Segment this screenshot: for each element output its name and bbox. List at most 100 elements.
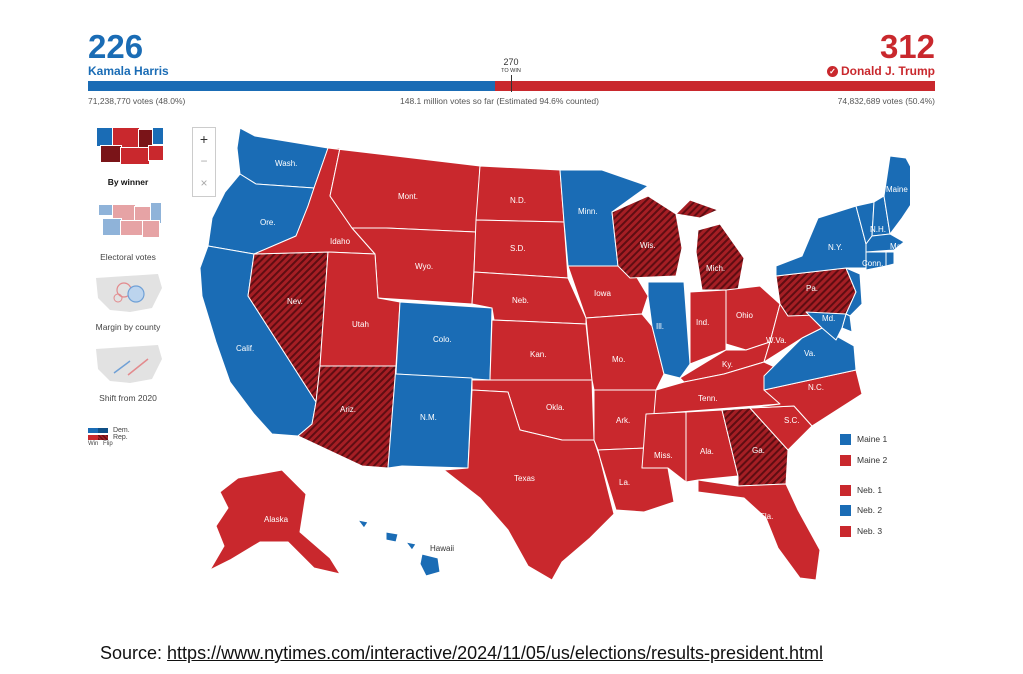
label-md: Md. xyxy=(822,314,835,323)
label-ma: Mass. xyxy=(890,242,910,251)
trump-popular-votes: 74,832,689 votes (50.4%) xyxy=(837,96,935,106)
label-ct: Conn. xyxy=(862,259,883,268)
label-al: Ala. xyxy=(700,447,714,456)
state-mi[interactable] xyxy=(675,199,745,291)
view-margin-by-county[interactable]: Margin by county xyxy=(84,268,172,332)
zoom-controls: + − × xyxy=(192,127,216,197)
by-winner-thumbnail-icon xyxy=(90,123,166,175)
label-mt: Mont. xyxy=(398,192,418,201)
state-al[interactable] xyxy=(685,409,739,483)
label-nj: N.J. xyxy=(862,296,876,305)
state-fl[interactable] xyxy=(697,479,821,581)
state-tx[interactable] xyxy=(443,389,615,581)
label-wi: Wis. xyxy=(640,241,656,250)
view-electoral-votes[interactable]: Electoral votes xyxy=(84,198,172,262)
threshold-number: 270 xyxy=(503,57,519,67)
label-nc: N.C. xyxy=(808,383,824,392)
label-ar: Ark. xyxy=(616,416,630,425)
district-swatch xyxy=(840,455,851,467)
harris-name: Kamala Harris xyxy=(88,64,169,78)
shift-from-2020-thumbnail-icon xyxy=(90,339,166,391)
state-wi[interactable] xyxy=(611,195,683,279)
label-ky: Ky. xyxy=(722,360,733,369)
state-ak[interactable] xyxy=(209,469,341,575)
state-wa[interactable] xyxy=(236,127,329,189)
legend-dem-label: Dem. xyxy=(112,427,130,434)
label-in: Ind. xyxy=(696,318,709,327)
win-flip-legend: Dem. Rep. Win Flip xyxy=(88,427,130,447)
label-ok: Okla. xyxy=(546,403,565,412)
trump-name: Donald J. Trump xyxy=(840,64,935,78)
view-by-winner[interactable]: By winner xyxy=(84,123,172,187)
district-label: Neb. 1 xyxy=(857,485,883,495)
label-ca: Calif. xyxy=(236,344,254,353)
view-label: Shift from 2020 xyxy=(99,393,157,403)
label-nd: N.D. xyxy=(510,196,526,205)
label-pa: Pa. xyxy=(806,284,818,293)
label-nm: N.M. xyxy=(420,413,437,422)
district-swatch xyxy=(840,485,851,497)
view-shift-from-2020[interactable]: Shift from 2020 xyxy=(84,339,172,403)
label-ak: Alaska xyxy=(264,515,289,524)
rep-flip-swatch xyxy=(98,434,108,440)
vote-share-bar xyxy=(88,75,935,92)
zoom-out-button[interactable]: − xyxy=(200,154,208,168)
label-ms: Miss. xyxy=(654,451,673,460)
district-neb-1[interactable]: Neb. 1 xyxy=(840,485,883,497)
state-ny[interactable] xyxy=(775,205,867,277)
label-mo: Mo. xyxy=(612,355,625,364)
label-ut: Utah xyxy=(352,320,369,329)
district-swatch xyxy=(840,526,851,538)
state-me[interactable] xyxy=(883,155,910,235)
label-mi: Mich. xyxy=(706,264,725,273)
trump-electoral-count: 312 xyxy=(879,28,935,65)
label-or: Ore. xyxy=(260,218,276,227)
state-mt[interactable] xyxy=(327,147,481,233)
label-id: Idaho xyxy=(330,237,351,246)
label-me: Maine xyxy=(886,185,908,194)
state-nd[interactable] xyxy=(475,165,565,223)
dem-flip-swatch xyxy=(98,427,108,433)
state-ms[interactable] xyxy=(641,411,687,483)
district-swatch xyxy=(840,434,851,446)
district-maine-2[interactable]: Maine 2 xyxy=(840,455,887,467)
state-il[interactable] xyxy=(647,281,691,379)
source-link[interactable]: https://www.nytimes.com/interactive/2024… xyxy=(167,643,824,663)
label-ne: Neb. xyxy=(512,296,529,305)
winner-check-icon: ✓ xyxy=(826,66,838,77)
label-wy: Wyo. xyxy=(415,262,433,271)
district-maine-1[interactable]: Maine 1 xyxy=(840,434,888,446)
legend-flip-label: Flip xyxy=(103,441,113,447)
legend-rep-label: Rep. xyxy=(112,434,128,441)
state-hi[interactable] xyxy=(357,519,441,577)
us-election-map[interactable]: Wash. Ore. Calif. Nev. Idaho Mont. Wyo. … xyxy=(190,118,910,588)
electoral-votes-thumbnail-icon xyxy=(90,198,166,250)
label-ny: N.Y. xyxy=(828,243,843,252)
label-ia: Iowa xyxy=(594,289,611,298)
district-label: Neb. 3 xyxy=(857,526,883,536)
state-mo[interactable] xyxy=(585,313,665,391)
state-ri[interactable] xyxy=(885,251,895,267)
zoom-in-button[interactable]: + xyxy=(199,131,209,147)
district-label: Neb. 2 xyxy=(857,505,883,515)
label-az: Ariz. xyxy=(340,405,356,414)
label-ks: Kan. xyxy=(530,350,546,359)
label-nh: N.H. xyxy=(870,225,886,234)
view-label: Margin by county xyxy=(95,322,161,332)
state-md[interactable] xyxy=(805,311,847,341)
state-nc[interactable] xyxy=(749,369,863,427)
zoom-reset-button[interactable]: × xyxy=(200,176,208,190)
margin-by-county-thumbnail-icon xyxy=(90,268,166,320)
label-mn: Minn. xyxy=(578,207,598,216)
state-nm[interactable] xyxy=(387,365,473,469)
district-neb-2[interactable]: Neb. 2 xyxy=(840,505,883,517)
district-label: Maine 1 xyxy=(857,434,888,444)
label-hi: Hawaii xyxy=(430,544,454,553)
view-label: Electoral votes xyxy=(100,252,156,262)
label-tx: Texas xyxy=(514,474,535,483)
harris-popular-votes: 71,238,770 votes (48.0%) xyxy=(88,96,186,106)
label-sc: S.C. xyxy=(784,416,800,425)
legend-win-label: Win xyxy=(88,441,99,447)
label-vt: Vt. xyxy=(851,195,861,204)
district-neb-3[interactable]: Neb. 3 xyxy=(840,526,883,538)
